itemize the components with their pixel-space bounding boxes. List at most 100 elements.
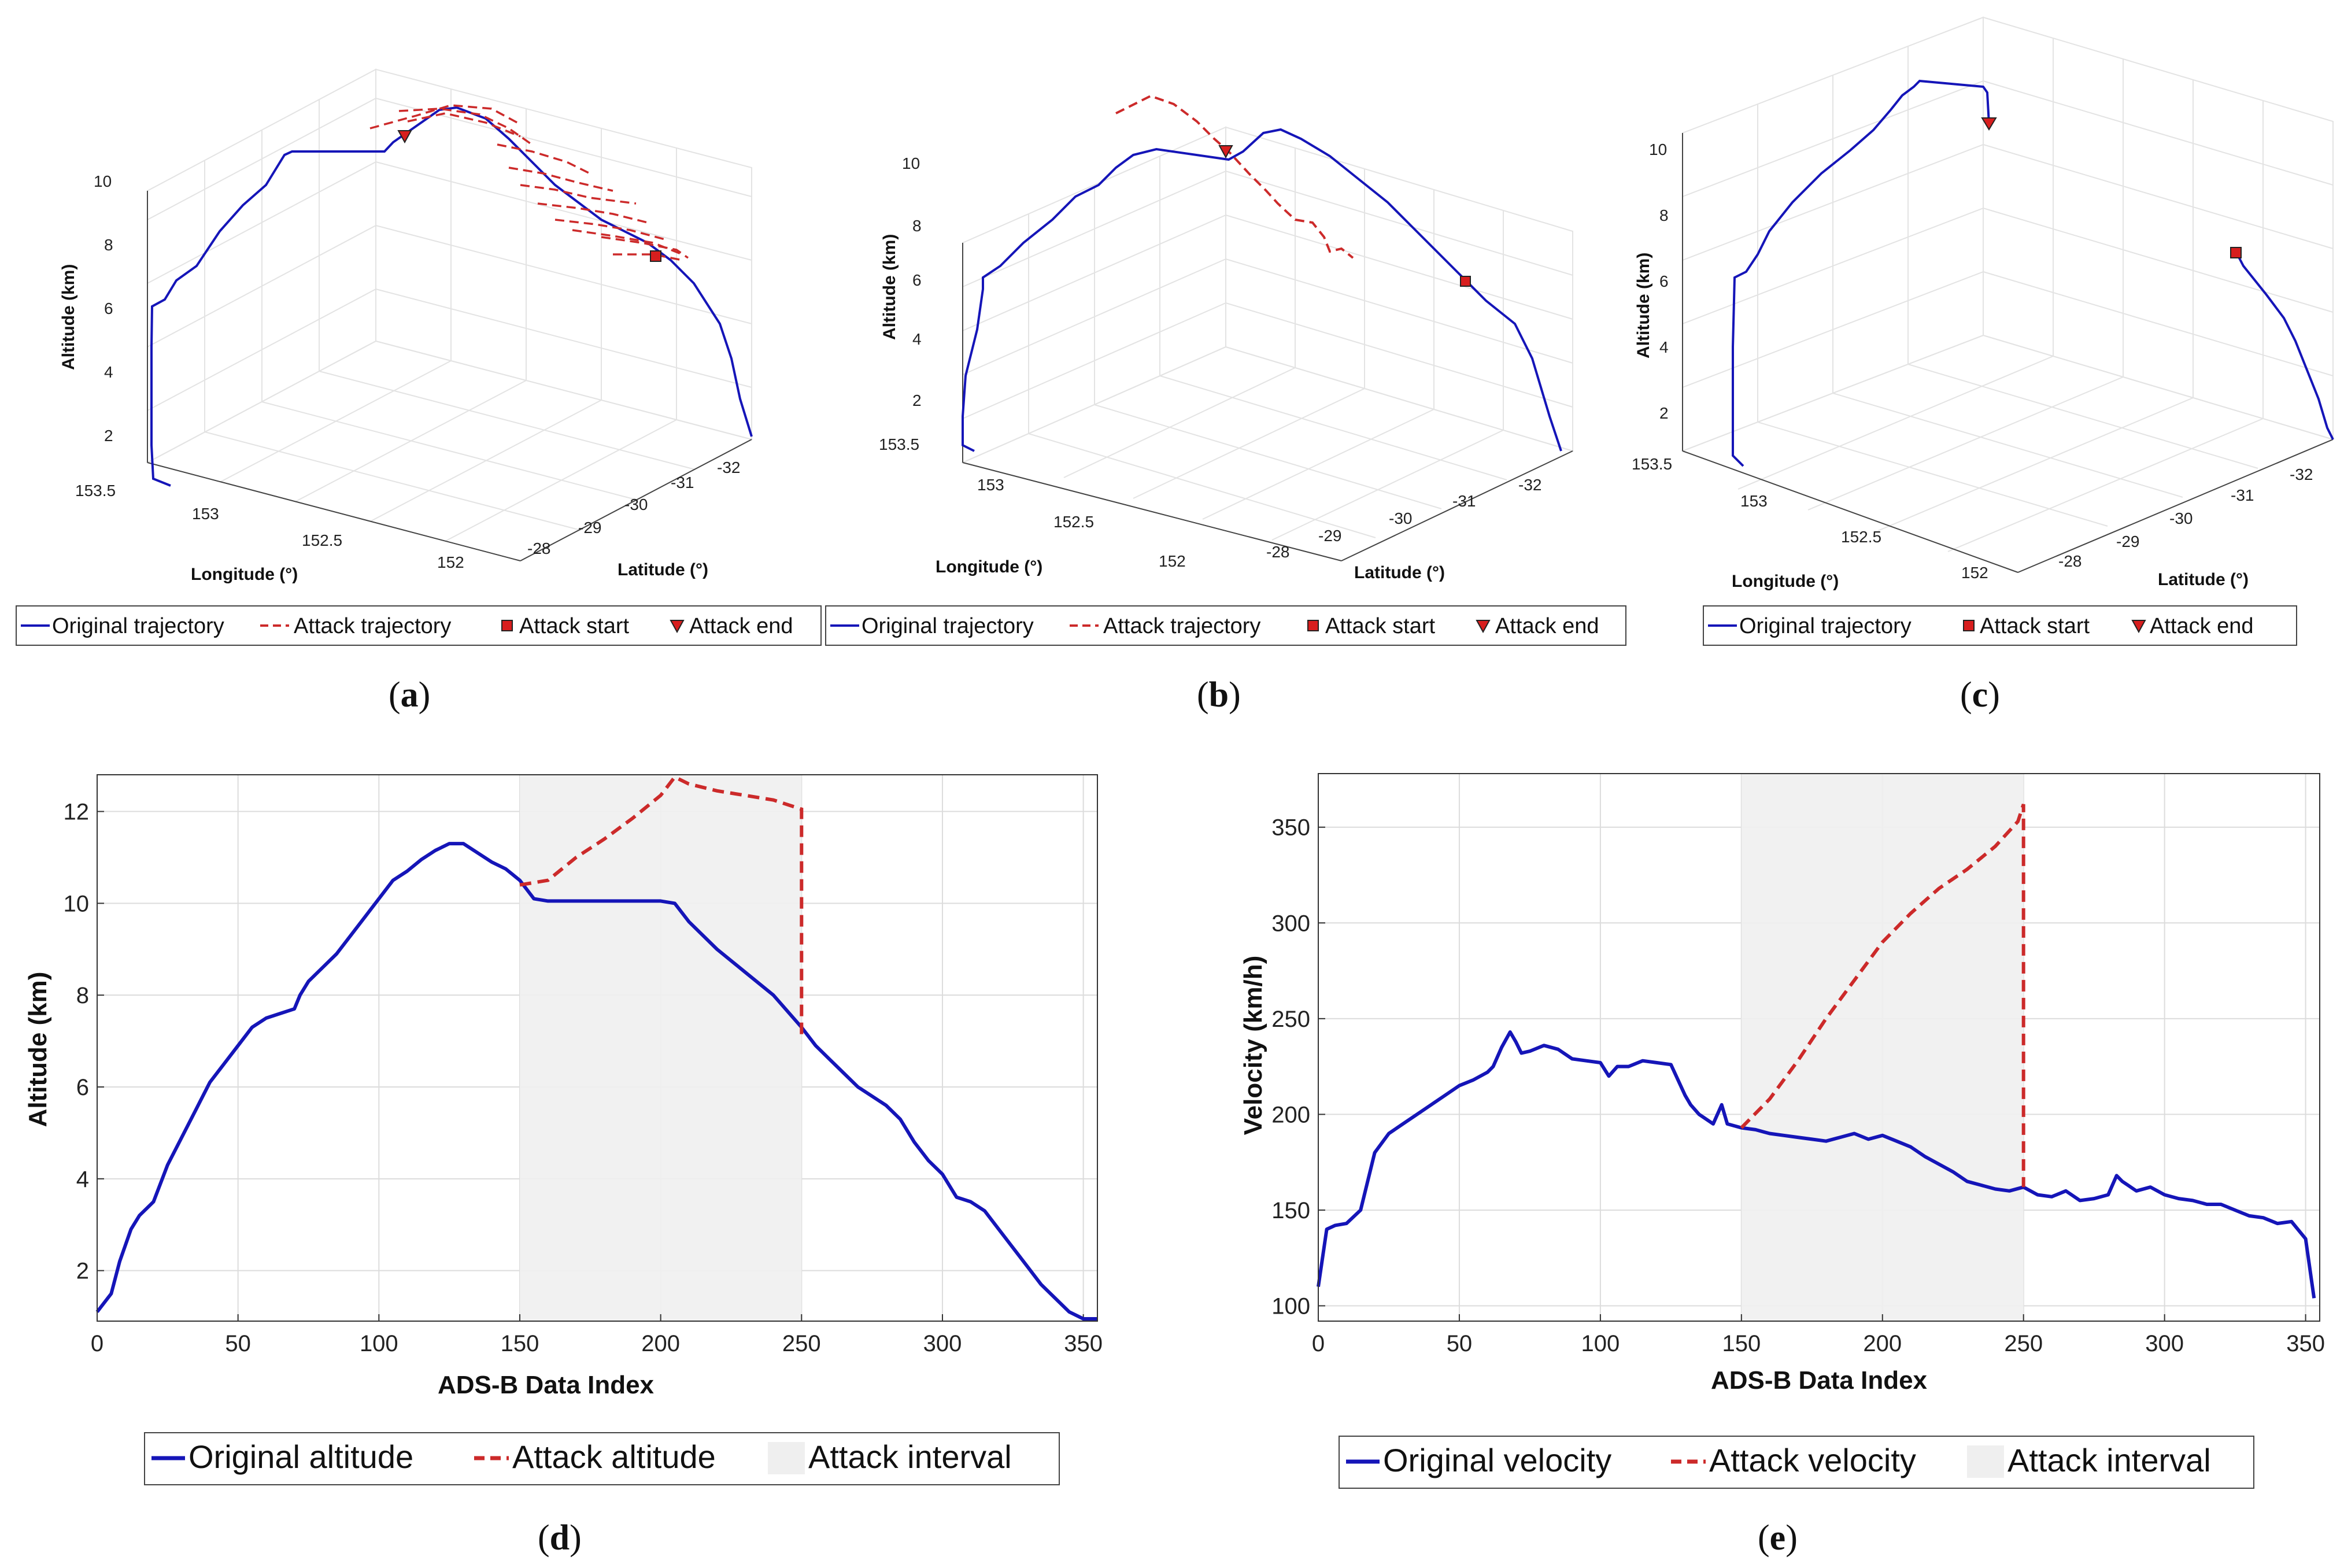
- attack-interval-band: [1741, 774, 2024, 1321]
- panel-label-d: (d): [538, 1518, 582, 1558]
- panel-letter: d: [550, 1518, 570, 1558]
- y-tick-label: 150: [1271, 1198, 1310, 1223]
- panel-d: 0 50 100 150 200 250 300 350 2 4 6 8 10 12 Altitude …: [24, 774, 1103, 1558]
- z-tick-label: 4: [104, 363, 113, 381]
- y-axis-label: Latitude (°): [2158, 570, 2249, 589]
- y-tick-label: -29: [1318, 527, 1341, 545]
- z-tick-label: 6: [1659, 272, 1669, 290]
- y-tick-label: -31: [2231, 486, 2254, 504]
- legend-d: Original altitude Attack altitude Attack…: [144, 1432, 1060, 1485]
- original-trajectory-3d-before: [1732, 79, 1990, 467]
- legend-label: Attack end: [2150, 614, 2254, 638]
- y-tick-label: -28: [527, 539, 550, 557]
- y-axis-label: Velocity (km/h): [1239, 956, 1267, 1136]
- legend-b: Original trajectory Attack trajectory At…: [825, 605, 1626, 646]
- y-tick-label: 2: [76, 1259, 89, 1284]
- legend-label: Attack trajectory: [1103, 614, 1260, 638]
- x-tick-label: 350: [2286, 1331, 2325, 1356]
- attack-interval-band: [519, 775, 802, 1321]
- panel-c: 2 4 6 8 10 153.5 153 152.5 152 -28 -29 -…: [1632, 16, 2335, 715]
- x-tick-label: 152.5: [1841, 528, 1881, 546]
- panel-letter: e: [1770, 1518, 1786, 1558]
- y-tick-label: 100: [1271, 1294, 1310, 1319]
- x-tick-label: 300: [923, 1331, 962, 1356]
- original-trajectory-3d: [962, 128, 1562, 452]
- y-tick-label: 8: [76, 983, 89, 1008]
- y-tick-label: -28: [2058, 552, 2081, 570]
- x-ticks-e: 0 50 100 150 200 250 300 350: [1312, 1314, 2325, 1356]
- x-tick-label: 50: [225, 1331, 251, 1356]
- legend-label: Attack start: [1325, 614, 1435, 638]
- y-ticks-d: 2 4 6 8 10 12: [64, 800, 104, 1284]
- x-axis-label: ADS-B Data Index: [438, 1371, 655, 1399]
- attack-start-marker: [650, 250, 661, 262]
- x-tick-label: 153: [1740, 492, 1768, 510]
- panel-e: 0 50 100 150 200 250 300 350 100 150 200 250 300 350…: [1239, 773, 2325, 1558]
- z-tick-label: 8: [1659, 206, 1669, 224]
- y-tick-label: -31: [1452, 492, 1476, 510]
- legend-label: Original trajectory: [862, 614, 1034, 638]
- y-tick-label: -29: [578, 519, 601, 537]
- legend-label: Original velocity: [1383, 1442, 1611, 1478]
- panel-b-grid: [960, 126, 1574, 562]
- y-tick-label: 10: [64, 891, 90, 916]
- attack-trajectory-3d: [369, 104, 689, 261]
- z-tick-label: 6: [912, 271, 922, 289]
- z-axis-label: Altitude (km): [59, 264, 78, 370]
- x-axis-label: ADS-B Data Index: [1711, 1366, 1928, 1395]
- panel-b: 2 4 6 8 10 153.5 153 152.5 152 -28 -29 -…: [825, 94, 1626, 715]
- x-tick-label: 200: [641, 1331, 680, 1356]
- y-tick-label: -28: [1266, 543, 1289, 561]
- panel-a-grid: [146, 68, 753, 562]
- panel-a-z-ticks: 2 4 6 8 10: [94, 172, 113, 445]
- x-tick-label: 0: [91, 1331, 103, 1356]
- y-tick-label: 4: [76, 1167, 89, 1192]
- attack-trajectory-3d: [1115, 94, 1354, 259]
- z-tick-label: 4: [912, 330, 922, 348]
- attack-start-marker: [2230, 247, 2242, 258]
- y-tick-label: -30: [2169, 509, 2193, 527]
- z-tick-label: 2: [104, 427, 113, 445]
- x-tick-label: 152.5: [302, 531, 342, 549]
- panel-c-z-ticks: 2 4 6 8 10: [1649, 140, 1669, 422]
- z-tick-label: 4: [1659, 338, 1669, 356]
- panel-letter: c: [1972, 675, 1988, 715]
- legend-e: Original velocity Attack velocity Attack…: [1339, 1436, 2254, 1489]
- attack-end-marker: [1218, 145, 1233, 159]
- attack-end-marker: [397, 130, 412, 144]
- plot-frame-e: [1318, 773, 2320, 1322]
- panel-b-x-ticks: 153.5 153 152.5 152: [879, 435, 1186, 570]
- x-tick-label: 0: [1312, 1331, 1325, 1356]
- x-tick-label: 100: [1581, 1331, 1620, 1356]
- z-tick-label: 2: [1659, 404, 1669, 422]
- x-tick-label: 150: [501, 1331, 539, 1356]
- x-tick-label: 50: [1447, 1331, 1473, 1356]
- x-axis-label: Longitude (°): [191, 565, 298, 584]
- x-tick-label: 153.5: [1632, 455, 1672, 473]
- x-tick-label: 152: [1159, 552, 1186, 570]
- x-tick-label: 152.5: [1053, 513, 1094, 531]
- legend-label: Attack start: [1980, 614, 2090, 638]
- attack-start-marker: [1460, 276, 1471, 287]
- x-tick-label: 350: [1064, 1331, 1103, 1356]
- y-axis-label: Latitude (°): [618, 560, 708, 579]
- y-tick-label: 350: [1271, 815, 1310, 841]
- legend-label: Attack interval: [808, 1438, 1012, 1475]
- original-velocity-line: [1317, 1030, 2316, 1299]
- y-tick-label: -32: [717, 458, 740, 476]
- y-tick-label: 6: [76, 1075, 89, 1100]
- y-axis-label: Altitude (km): [24, 972, 52, 1127]
- panel-c-y-ticks: -28 -29 -30 -31 -32: [2058, 465, 2313, 570]
- legend-label: Original trajectory: [1739, 614, 1912, 638]
- panel-a-y-ticks: -28 -29 -30 -31 -32: [527, 458, 740, 557]
- legend-label: Attack start: [519, 614, 629, 638]
- x-tick-label: 100: [360, 1331, 398, 1356]
- y-tick-label: 200: [1271, 1102, 1310, 1127]
- x-tick-label: 153: [192, 505, 219, 523]
- panel-label-a: (a): [389, 675, 430, 715]
- panel-label-b: (b): [1197, 675, 1241, 715]
- y-tick-label: 12: [64, 800, 90, 825]
- legend-c: Original trajectory Attack start Attack …: [1703, 605, 2297, 646]
- y-ticks-e: 100 150 200 250 300 350: [1271, 815, 1325, 1319]
